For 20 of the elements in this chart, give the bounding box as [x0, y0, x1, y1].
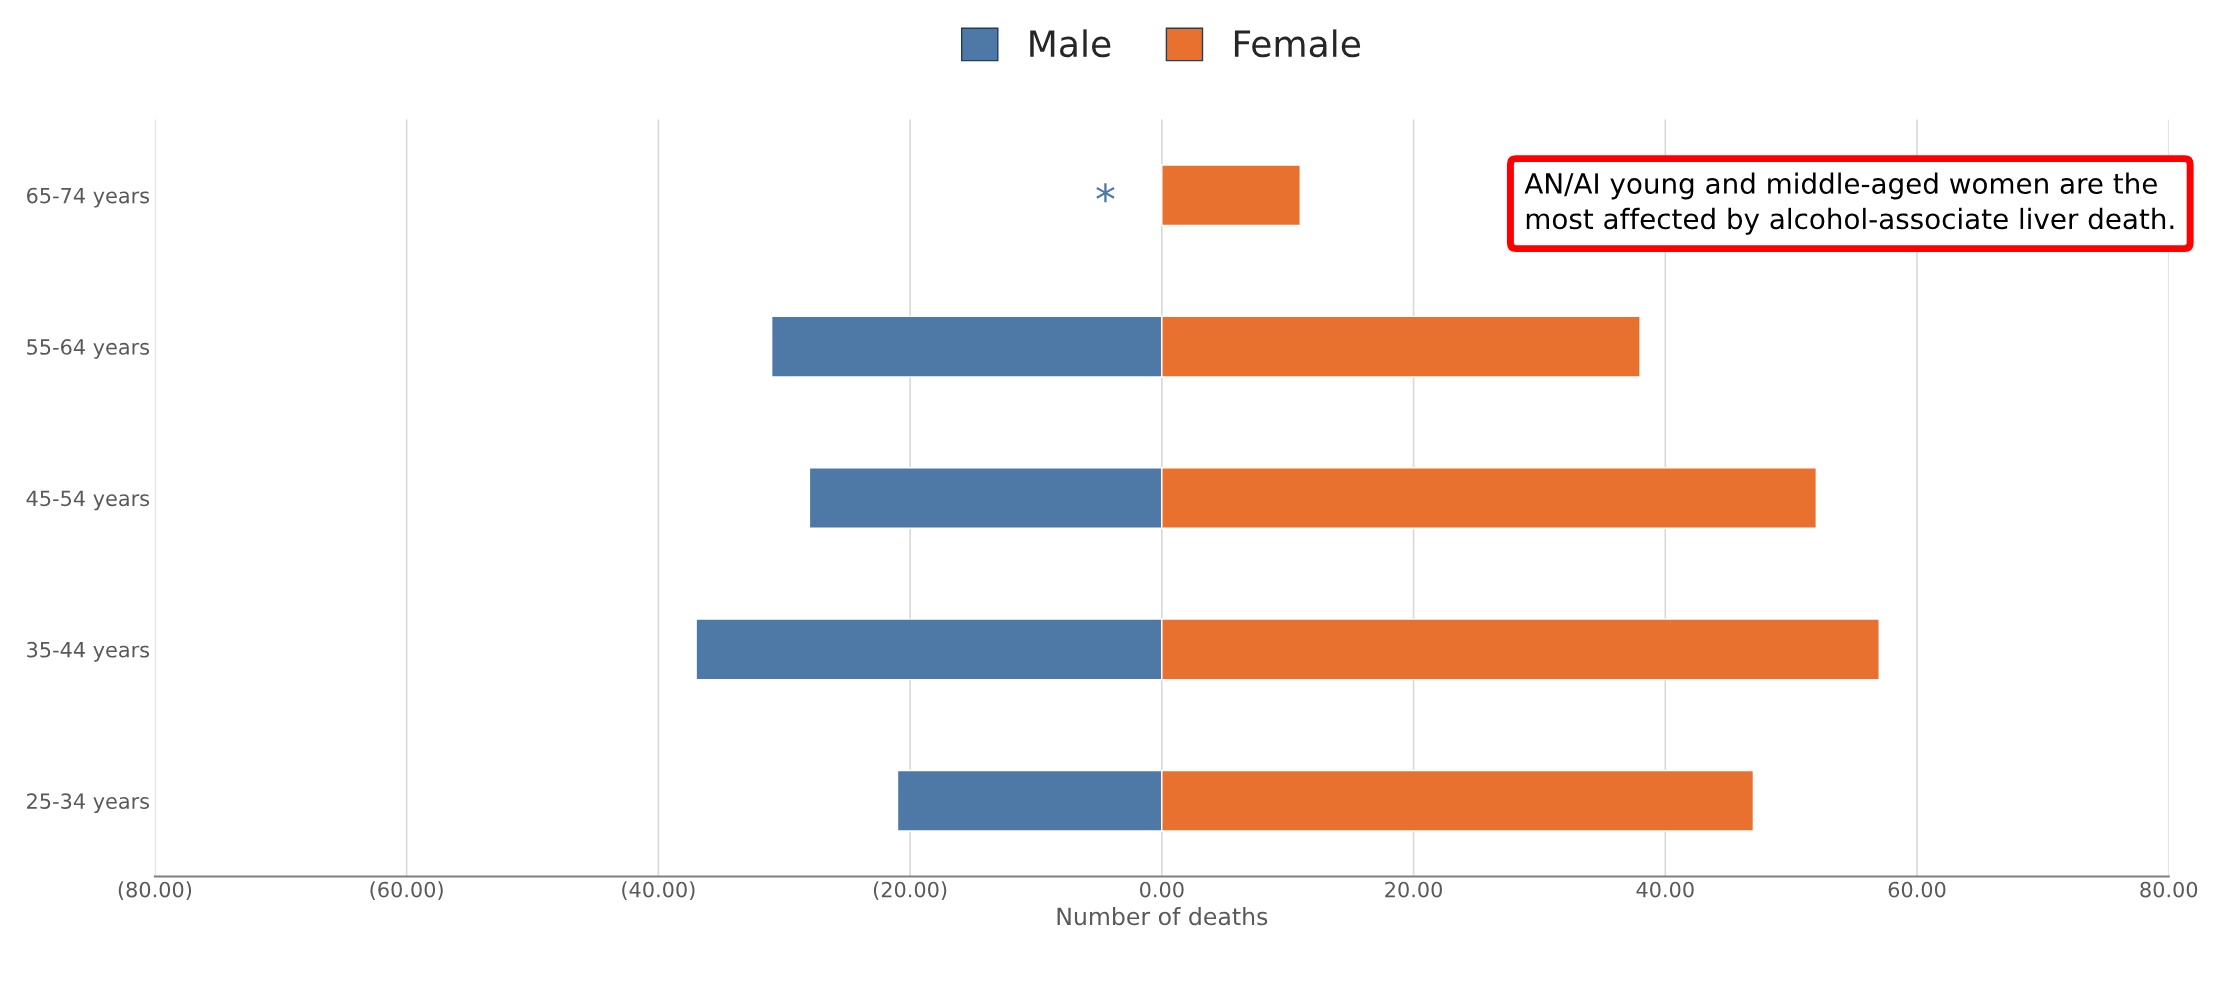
legend-label: Male [1030, 29, 1111, 58]
y-tick-label: 35-44 years [27, 641, 150, 662]
x-tick-label: (60.00) [370, 881, 443, 900]
y-tick-label: 25-34 years [27, 793, 150, 814]
x-tick-label: 0.00 [1140, 881, 1184, 898]
x-tick-label: (80.00) [118, 881, 192, 900]
x-tick-label: 20.00 [1385, 881, 1442, 898]
legend-label: Female [1234, 29, 1361, 58]
annotation: * [1096, 183, 1115, 203]
x-tick-label: (40.00) [622, 881, 695, 900]
y-tick-label: 55-64 years [27, 339, 150, 359]
x-tick-label: 60.00 [1888, 881, 1946, 898]
x-axis-title: Number of deaths [1057, 907, 1268, 926]
x-tick-label: 80.00 [2140, 881, 2198, 898]
annotation: AN/AI young and middle-aged women are the most affected by alcohol-associate liver death. [1524, 172, 2174, 235]
y-tick-label: 65-74 years [27, 187, 150, 208]
x-tick-label: (20.00) [873, 881, 947, 900]
y-tick-label: 45-54 years [26, 490, 150, 511]
x-tick-label: 40.00 [1636, 881, 1694, 898]
bar [1161, 164, 1301, 227]
